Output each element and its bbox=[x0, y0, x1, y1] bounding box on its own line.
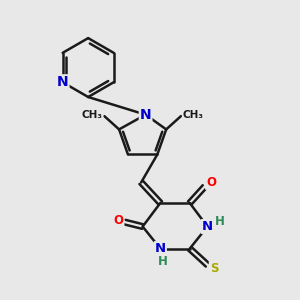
Text: N: N bbox=[140, 108, 152, 122]
Text: N: N bbox=[202, 220, 213, 233]
Text: O: O bbox=[206, 176, 216, 189]
Text: H: H bbox=[215, 215, 225, 228]
Text: N: N bbox=[57, 75, 68, 89]
Text: O: O bbox=[113, 214, 124, 227]
Text: N: N bbox=[155, 242, 166, 255]
Text: CH₃: CH₃ bbox=[183, 110, 204, 120]
Text: H: H bbox=[158, 254, 168, 268]
Text: S: S bbox=[210, 262, 218, 275]
Text: CH₃: CH₃ bbox=[82, 110, 103, 120]
